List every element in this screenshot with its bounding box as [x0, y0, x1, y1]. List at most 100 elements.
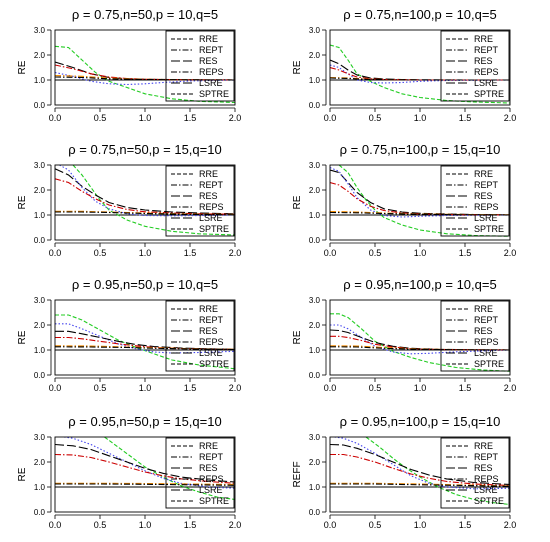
series-line-res: [330, 443, 510, 486]
series-line-rre: [334, 437, 510, 490]
y-tick-label: 3.0: [309, 26, 321, 35]
y-tick-label: 2.0: [34, 458, 46, 467]
y-axis-label: RE: [17, 330, 28, 344]
chart-title: ρ = 0.75,n=50,p = 10,q=5: [72, 7, 218, 22]
series-line-lsre: [55, 453, 235, 484]
legend-label: RRE: [199, 169, 218, 179]
y-tick-label: 1.0: [34, 483, 46, 492]
x-tick-label: 1.0: [414, 113, 427, 123]
legend-label: REPS: [199, 474, 224, 484]
y-tick-label: 1.0: [34, 76, 46, 85]
x-tick-label: 0.5: [94, 520, 107, 530]
y-tick-label: 0.0: [34, 101, 46, 110]
series-line-res: [55, 168, 235, 215]
series-line-reps: [330, 77, 510, 81]
x-tick-label: 1.0: [139, 520, 152, 530]
legend-label: REPT: [199, 452, 224, 462]
series-line-reps: [55, 76, 235, 81]
plot-area-frame: [54, 299, 236, 376]
legend-label: RRE: [199, 441, 218, 451]
x-tick-label: 0.0: [324, 383, 337, 393]
x-tick-label: 1.5: [184, 248, 197, 258]
legend-label: SPTRE: [474, 359, 504, 369]
series-line-sptre: [338, 165, 510, 237]
chart-panel-6: ρ = 0.95,n=100,p = 10,q=5 RE 0.0 0.5 1.0 1.5 2…: [292, 277, 516, 393]
chart-title: ρ = 0.95,n=100,p = 15,q=10: [340, 414, 501, 429]
legend-label: REPS: [199, 202, 224, 212]
plot-area-frame: [54, 29, 236, 106]
x-tick-label: 2.0: [504, 113, 517, 123]
x-tick-label: 0.0: [49, 520, 62, 530]
chart-panel-7: ρ = 0.95,n=50,p = 15,q=10 RE 0.0 0.5 1.0 1.5 2…: [17, 414, 241, 530]
legend-label: REPT: [199, 180, 224, 190]
y-axis-label: RE: [292, 195, 303, 209]
chart-title: ρ = 0.95,n=50,p = 10,q=5: [72, 277, 218, 292]
chart-panel-5: ρ = 0.95,n=50,p = 10,q=5 RE 0.0 0.5 1.0 1.5 2.…: [17, 277, 241, 393]
x-tick-label: 2.0: [229, 248, 242, 258]
y-tick-label: 2.0: [309, 51, 321, 60]
legend-box: [165, 300, 235, 372]
series-line-rre: [330, 64, 510, 84]
legend-label: LSRE: [199, 213, 223, 223]
series-line-reps: [330, 483, 510, 487]
series-line-rept: [55, 482, 235, 486]
legend-label: LSRE: [199, 78, 223, 88]
y-axis-label: REFF: [292, 461, 303, 487]
y-tick-label: 2.0: [34, 186, 46, 195]
y-tick-label: 1.0: [34, 211, 46, 220]
chart-title: ρ = 0.75,n=100,p = 10,q=5: [343, 7, 496, 22]
x-tick-label: 0.5: [94, 383, 107, 393]
x-tick-label: 1.5: [459, 520, 472, 530]
legend-label: SPTRE: [474, 224, 504, 234]
legend-label: RRE: [474, 441, 493, 451]
x-tick-label: 2.0: [504, 248, 517, 258]
x-tick-label: 1.0: [414, 383, 427, 393]
x-tick-label: 0.0: [49, 113, 62, 123]
legend-box: [165, 437, 235, 509]
y-tick-label: 3.0: [34, 296, 46, 305]
series-line-lsre: [330, 453, 510, 487]
legend-label: REPT: [199, 45, 224, 55]
chart-panel-3: ρ = 0.75,n=50,p = 15,q=10 RE 0.0 0.5 1.0 1.5 2…: [17, 142, 241, 258]
x-tick-label: 1.0: [414, 248, 427, 258]
y-tick-label: 3.0: [309, 433, 321, 442]
y-tick-label: 0.0: [309, 508, 321, 517]
series-line-rre: [330, 324, 510, 355]
legend-label: LSRE: [199, 485, 223, 495]
x-tick-label: 0.0: [324, 113, 337, 123]
chart-panel-8: ρ = 0.95,n=100,p = 15,q=10 REFF 0.0 0.5 1.0 1…: [292, 414, 516, 530]
legend-label: SPTRE: [199, 224, 229, 234]
y-tick-label: 1.0: [309, 483, 321, 492]
series-line-reps: [55, 483, 235, 486]
y-tick-label: 3.0: [34, 26, 46, 35]
y-tick-label: 3.0: [34, 161, 46, 170]
plot-area-frame: [329, 299, 511, 376]
legend-label: RRE: [474, 34, 493, 44]
legend-label: REPS: [474, 202, 499, 212]
legend-label: RES: [199, 463, 218, 473]
y-tick-label: 3.0: [309, 296, 321, 305]
x-tick-label: 0.0: [49, 383, 62, 393]
series-line-reps: [330, 211, 510, 216]
y-axis-label: RE: [17, 467, 28, 481]
x-tick-label: 1.5: [184, 383, 197, 393]
legend-label: LSRE: [474, 213, 498, 223]
x-tick-label: 2.0: [229, 520, 242, 530]
plot-area-frame: [54, 436, 236, 513]
x-tick-label: 0.0: [324, 248, 337, 258]
y-tick-label: 3.0: [309, 161, 321, 170]
x-tick-label: 0.5: [369, 520, 382, 530]
chart-title: ρ = 0.95,n=50,p = 15,q=10: [68, 414, 221, 429]
legend-label: LSRE: [474, 485, 498, 495]
legend-label: REPS: [474, 67, 499, 77]
legend-label: REPS: [199, 67, 224, 77]
y-tick-label: 2.0: [309, 321, 321, 330]
y-tick-label: 0.0: [309, 371, 321, 380]
y-tick-label: 0.0: [309, 101, 321, 110]
y-tick-label: 1.0: [309, 211, 321, 220]
x-tick-label: 1.5: [184, 113, 197, 123]
legend-label: LSRE: [474, 78, 498, 88]
